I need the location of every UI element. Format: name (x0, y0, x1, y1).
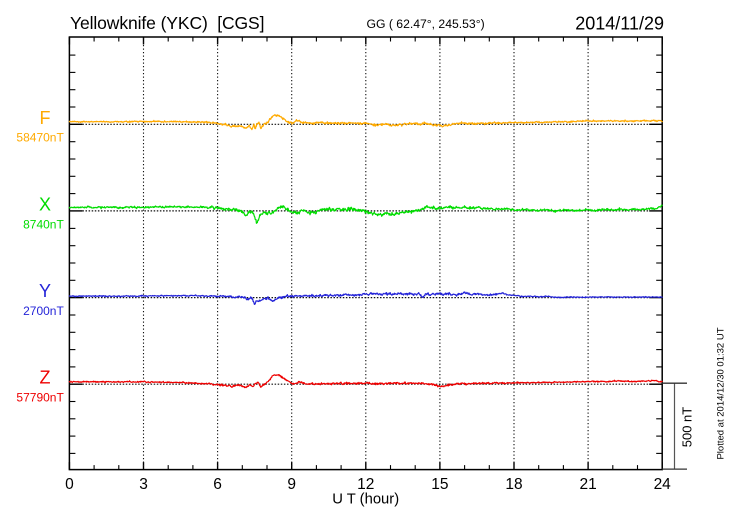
svg-text:0: 0 (65, 476, 74, 493)
svg-text:57790nT: 57790nT (16, 391, 64, 405)
svg-text:12: 12 (357, 476, 374, 493)
svg-text:15: 15 (431, 476, 448, 493)
svg-text:21: 21 (579, 476, 596, 493)
svg-text:F: F (40, 108, 51, 128)
svg-text:500 nT: 500 nT (680, 407, 695, 448)
svg-text:U T (hour): U T (hour) (332, 492, 399, 508)
svg-text:2700nT: 2700nT (23, 304, 64, 318)
svg-text:24: 24 (654, 476, 672, 493)
svg-text:18: 18 (505, 476, 522, 493)
svg-text:9: 9 (287, 476, 296, 493)
svg-text:Y: Y (39, 281, 51, 301)
svg-text:3: 3 (139, 476, 148, 493)
svg-text:Z: Z (40, 368, 51, 388)
svg-text:X: X (39, 194, 51, 214)
svg-text:Plotted at 2014/12/30 01:32 UT: Plotted at 2014/12/30 01:32 UT (716, 327, 727, 459)
svg-text:2014/11/29: 2014/11/29 (575, 14, 664, 34)
svg-text:8740nT: 8740nT (23, 217, 64, 231)
svg-text:58470nT: 58470nT (16, 131, 64, 145)
svg-text:6: 6 (213, 476, 222, 493)
svg-text:GG ( 62.47°, 245.53°): GG ( 62.47°, 245.53°) (367, 17, 485, 31)
svg-text:Yellowknife (YKC) [CGS]: Yellowknife (YKC) [CGS] (70, 13, 264, 33)
